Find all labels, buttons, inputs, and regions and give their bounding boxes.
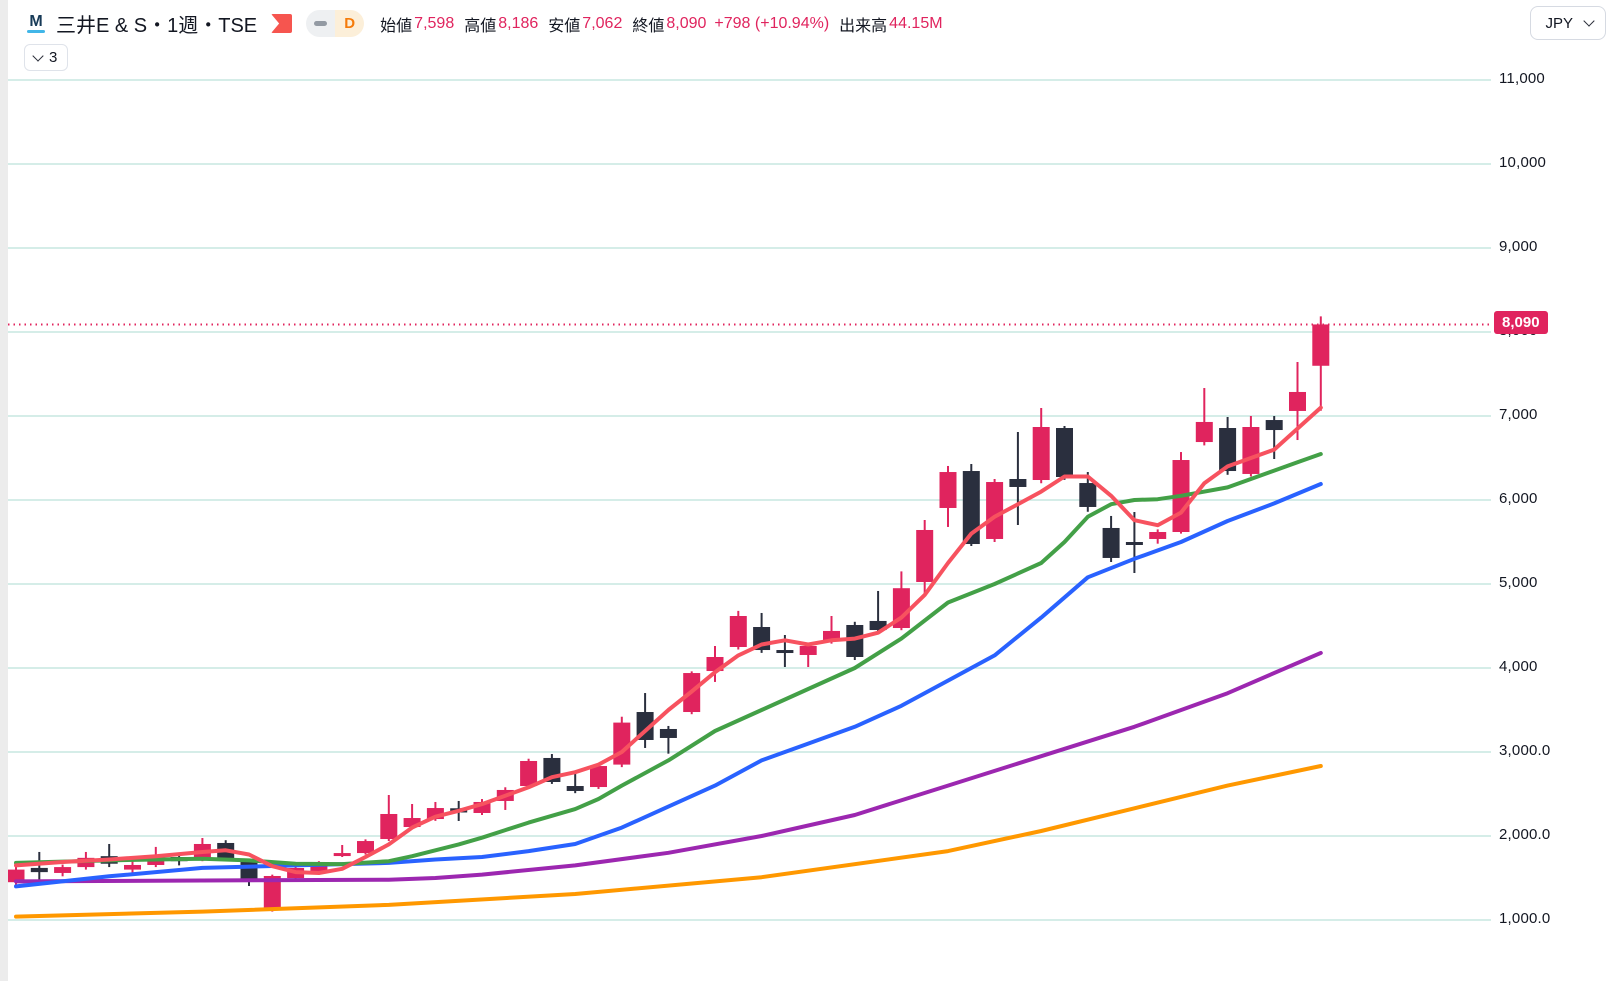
axis-label: 2,000.0 [1499, 826, 1551, 843]
candle-body[interactable] [986, 482, 1004, 539]
candle-body[interactable] [1219, 428, 1237, 472]
candle-body[interactable] [1032, 427, 1050, 481]
change-value: +798 (+10.94%) [714, 14, 830, 32]
axis-label: 4,000 [1499, 658, 1538, 675]
ma-slow-line [14, 482, 1323, 889]
axis-label: 3,000.0 [1499, 742, 1551, 759]
candle-body[interactable] [30, 867, 48, 873]
pane-left-gutter [0, 0, 8, 981]
candle-body[interactable] [939, 472, 957, 508]
axis-label: 9,000 [1499, 238, 1538, 255]
candle-body[interactable] [357, 841, 374, 854]
symbol-title[interactable]: 三井E & S・1週・TSE [56, 15, 258, 37]
chevron-down-icon [32, 49, 44, 62]
indicators-collapse-button[interactable]: 3 [24, 44, 69, 71]
last-price-label: 8,090 [1494, 311, 1548, 335]
chart-legend: M 三井E & S・1週・TSE D 始値 7,598 高値 8,186 安値 7,0… [24, 9, 943, 38]
candle-body[interactable] [240, 860, 258, 882]
candle-body[interactable] [426, 808, 444, 820]
chevron-down-icon [1583, 15, 1595, 27]
dividend-adjust-badge: D [344, 15, 356, 32]
candle-body[interactable] [1289, 391, 1306, 411]
candle-body[interactable] [380, 813, 398, 840]
indicator-count: 3 [49, 49, 58, 66]
price-axis[interactable]: 11,00010,0009,0008,0007,0006,0005,0004,0… [1491, 0, 1614, 981]
candle-body[interactable] [916, 529, 934, 582]
close-value: 8,090 [666, 14, 707, 32]
currency-value: JPY [1545, 14, 1573, 32]
candle-body[interactable] [1009, 479, 1027, 487]
candle-body[interactable] [473, 801, 491, 813]
candle-body[interactable] [1079, 483, 1097, 507]
currency-selector[interactable]: JPY [1530, 6, 1606, 40]
volume-value: 44.15M [889, 14, 943, 32]
high-value: 8,186 [498, 14, 539, 32]
candle-body[interactable] [1312, 324, 1330, 366]
volume-label: 出来高 [839, 17, 888, 35]
candle-body[interactable] [124, 864, 141, 870]
axis-label: 6,000 [1499, 490, 1538, 507]
symbol-logo: M [24, 11, 48, 37]
axis-label: 11,000 [1499, 70, 1545, 87]
candle-body[interactable] [7, 869, 25, 883]
candle-body[interactable] [659, 728, 677, 738]
candle-body[interactable] [613, 722, 631, 765]
candle-body[interactable] [776, 650, 794, 654]
open-label: 始値 [380, 17, 413, 35]
ma-mid-line [14, 452, 1323, 867]
candle-body[interactable] [54, 867, 72, 873]
candle-body[interactable] [333, 853, 351, 857]
symbol-logo-letter: M [29, 13, 43, 30]
ma-slower-line [14, 650, 1323, 884]
adjustment-toggle[interactable]: D [306, 10, 365, 37]
toggle-left-segment[interactable] [306, 10, 336, 37]
candle-body[interactable] [1125, 542, 1143, 545]
candle-body[interactable] [403, 818, 421, 828]
candle-body[interactable] [823, 630, 840, 642]
low-value: 7,062 [582, 14, 623, 32]
candle-body[interactable] [310, 863, 328, 873]
high-label: 高値 [464, 17, 497, 35]
ma-fast-line [14, 405, 1323, 875]
close-label: 終値 [632, 17, 665, 35]
ma-slowest-line [14, 764, 1323, 919]
candle-body[interactable] [566, 786, 584, 791]
minus-icon [314, 21, 328, 26]
candle-body[interactable] [729, 616, 747, 647]
price-chart[interactable] [0, 0, 1491, 981]
candle-body[interactable] [799, 645, 817, 655]
ohlc-row: 始値 7,598 高値 8,186 安値 7,062 終値 8,090 +798 (+1… [380, 12, 942, 36]
candle-body[interactable] [869, 620, 887, 631]
candle-body[interactable] [1265, 420, 1283, 431]
candle-body[interactable] [846, 624, 864, 657]
candle-body[interactable] [263, 875, 281, 908]
toggle-right-segment[interactable]: D [335, 10, 365, 37]
open-value: 7,598 [414, 14, 455, 32]
candle-body[interactable] [590, 766, 607, 788]
candle-body[interactable] [1195, 421, 1213, 443]
candle-body[interactable] [1242, 427, 1260, 474]
axis-label: 7,000 [1499, 406, 1538, 423]
axis-label: 5,000 [1499, 574, 1538, 591]
symbol-logo-underline [27, 30, 45, 33]
candle-body[interactable] [1102, 527, 1120, 558]
low-label: 安値 [548, 17, 581, 35]
candle-body[interactable] [1056, 428, 1073, 477]
candle-body[interactable] [1149, 532, 1167, 539]
axis-label: 1,000.0 [1499, 910, 1551, 927]
flag-icon[interactable] [271, 14, 293, 33]
candle-body[interactable] [962, 471, 980, 545]
axis-label: 10,000 [1499, 154, 1547, 171]
candle-body[interactable] [520, 760, 538, 787]
